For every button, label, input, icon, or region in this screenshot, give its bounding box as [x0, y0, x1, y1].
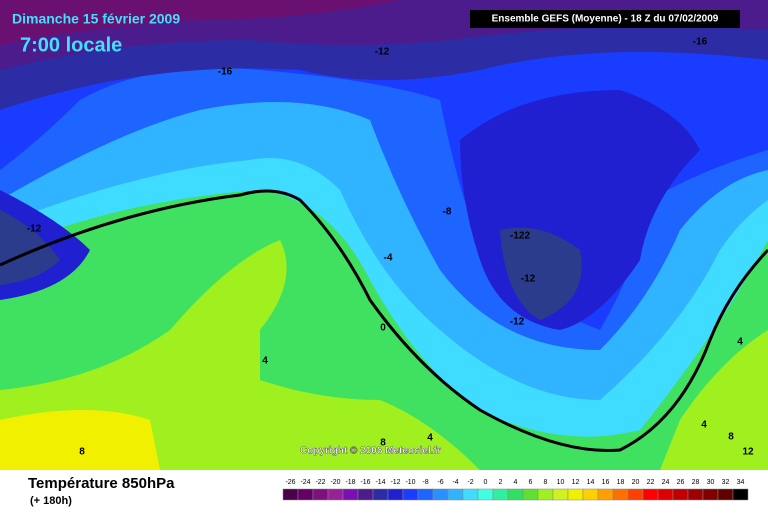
scale-swatch: [597, 488, 614, 501]
scale-swatch: [537, 488, 554, 501]
scale-label: 34: [737, 479, 745, 486]
scale-swatch: [492, 488, 509, 501]
contour-label: -12: [27, 224, 42, 235]
contour-label: -12: [375, 47, 390, 58]
contour-label: 4: [737, 337, 743, 348]
scale-label: -24: [300, 479, 310, 486]
scale-label: -16: [360, 479, 370, 486]
contour-label: -12: [510, 317, 525, 328]
contour-label: -16: [693, 37, 708, 48]
contour-label: 8: [79, 447, 85, 458]
scale-swatch: [357, 488, 374, 501]
scale-label: 6: [529, 479, 533, 486]
run-info: Ensemble GEFS (Moyenne) - 18 Z du 07/02/…: [492, 14, 719, 25]
contour-label: -122: [510, 231, 530, 242]
contour-label: 12: [742, 447, 754, 458]
contour-label: -16: [218, 67, 233, 78]
contour-label: -12: [521, 274, 536, 285]
scale-swatch: [312, 488, 329, 501]
scale-label: -26: [285, 479, 295, 486]
scale-swatch: [687, 488, 704, 501]
scale-swatch: [657, 488, 674, 501]
scale-swatch: [702, 488, 719, 501]
scale-label: -18: [345, 479, 355, 486]
scale-swatch: [717, 488, 734, 501]
zone-warm: [0, 240, 480, 470]
contour-label: 0: [380, 323, 386, 334]
scale-swatch: [477, 488, 494, 501]
zone-warm-east: [660, 330, 768, 470]
scale-swatch: [567, 488, 584, 501]
scale-label: 4: [514, 479, 518, 486]
scale-label: -12: [390, 479, 400, 486]
scale-swatch: [402, 488, 419, 501]
scale-swatch: [282, 488, 299, 501]
scale-label: 18: [617, 479, 625, 486]
scale-swatch: [552, 488, 569, 501]
scale-label: 12: [572, 479, 580, 486]
scale-label: 14: [587, 479, 595, 486]
scale-swatch: [642, 488, 659, 501]
zero-isotherm: [0, 189, 768, 452]
scale-swatch: [372, 488, 389, 501]
scale-label: -22: [315, 479, 325, 486]
scale-label: -14: [375, 479, 385, 486]
scale-swatch: [342, 488, 359, 501]
scale-label: 16: [602, 479, 610, 486]
scale-label: 8: [544, 479, 548, 486]
scale-swatch: [672, 488, 689, 501]
zone-north3: [0, 0, 400, 45]
zone-east-core: [500, 227, 582, 320]
scale-swatch: [327, 488, 344, 501]
scale-label: 32: [722, 479, 730, 486]
zone-west-core: [0, 210, 60, 285]
scale-label: -2: [467, 479, 473, 486]
scale-label: 26: [677, 479, 685, 486]
scale-swatch: [417, 488, 434, 501]
scale-swatch: [432, 488, 449, 501]
scale-label: 10: [557, 479, 565, 486]
scale-label: -4: [452, 479, 458, 486]
scale-swatch: [297, 488, 314, 501]
copyright: Copyright © 2008 Meteociel.fr: [300, 446, 441, 457]
scale-swatch: [627, 488, 644, 501]
scale-label: -10: [405, 479, 415, 486]
scale-swatch: [612, 488, 629, 501]
scale-swatch: [522, 488, 539, 501]
scale-swatch: [507, 488, 524, 501]
contour-label: 4: [427, 433, 433, 444]
contour-label: -4: [384, 253, 393, 264]
scale-swatch: [447, 488, 464, 501]
lead-time: (+ 180h): [30, 495, 72, 507]
scale-swatch: [387, 488, 404, 501]
contour-label: 8: [380, 438, 386, 449]
contour-label: 8: [728, 432, 734, 443]
scale-label: 24: [662, 479, 670, 486]
scale-swatch: [462, 488, 479, 501]
scale-label: 0: [484, 479, 488, 486]
run-box: [470, 10, 740, 28]
contour-label: 4: [701, 420, 707, 431]
scale-swatch: [732, 488, 749, 501]
time-label: 7:00 locale: [20, 34, 122, 56]
scale-label: 28: [692, 479, 700, 486]
scale-label: -8: [422, 479, 428, 486]
zone-warmer: [0, 410, 160, 470]
scale-label: 2: [499, 479, 503, 486]
contour-label: -8: [443, 207, 452, 218]
scale-label: 22: [647, 479, 655, 486]
scale-label: 30: [707, 479, 715, 486]
field-title: Température 850hPa: [28, 475, 175, 492]
date-label: Dimanche 15 février 2009: [12, 11, 180, 27]
scale-label: -6: [437, 479, 443, 486]
contour-label: 4: [262, 356, 268, 367]
scale-label: -20: [330, 479, 340, 486]
scale-swatch: [582, 488, 599, 501]
scale-label: 20: [632, 479, 640, 486]
